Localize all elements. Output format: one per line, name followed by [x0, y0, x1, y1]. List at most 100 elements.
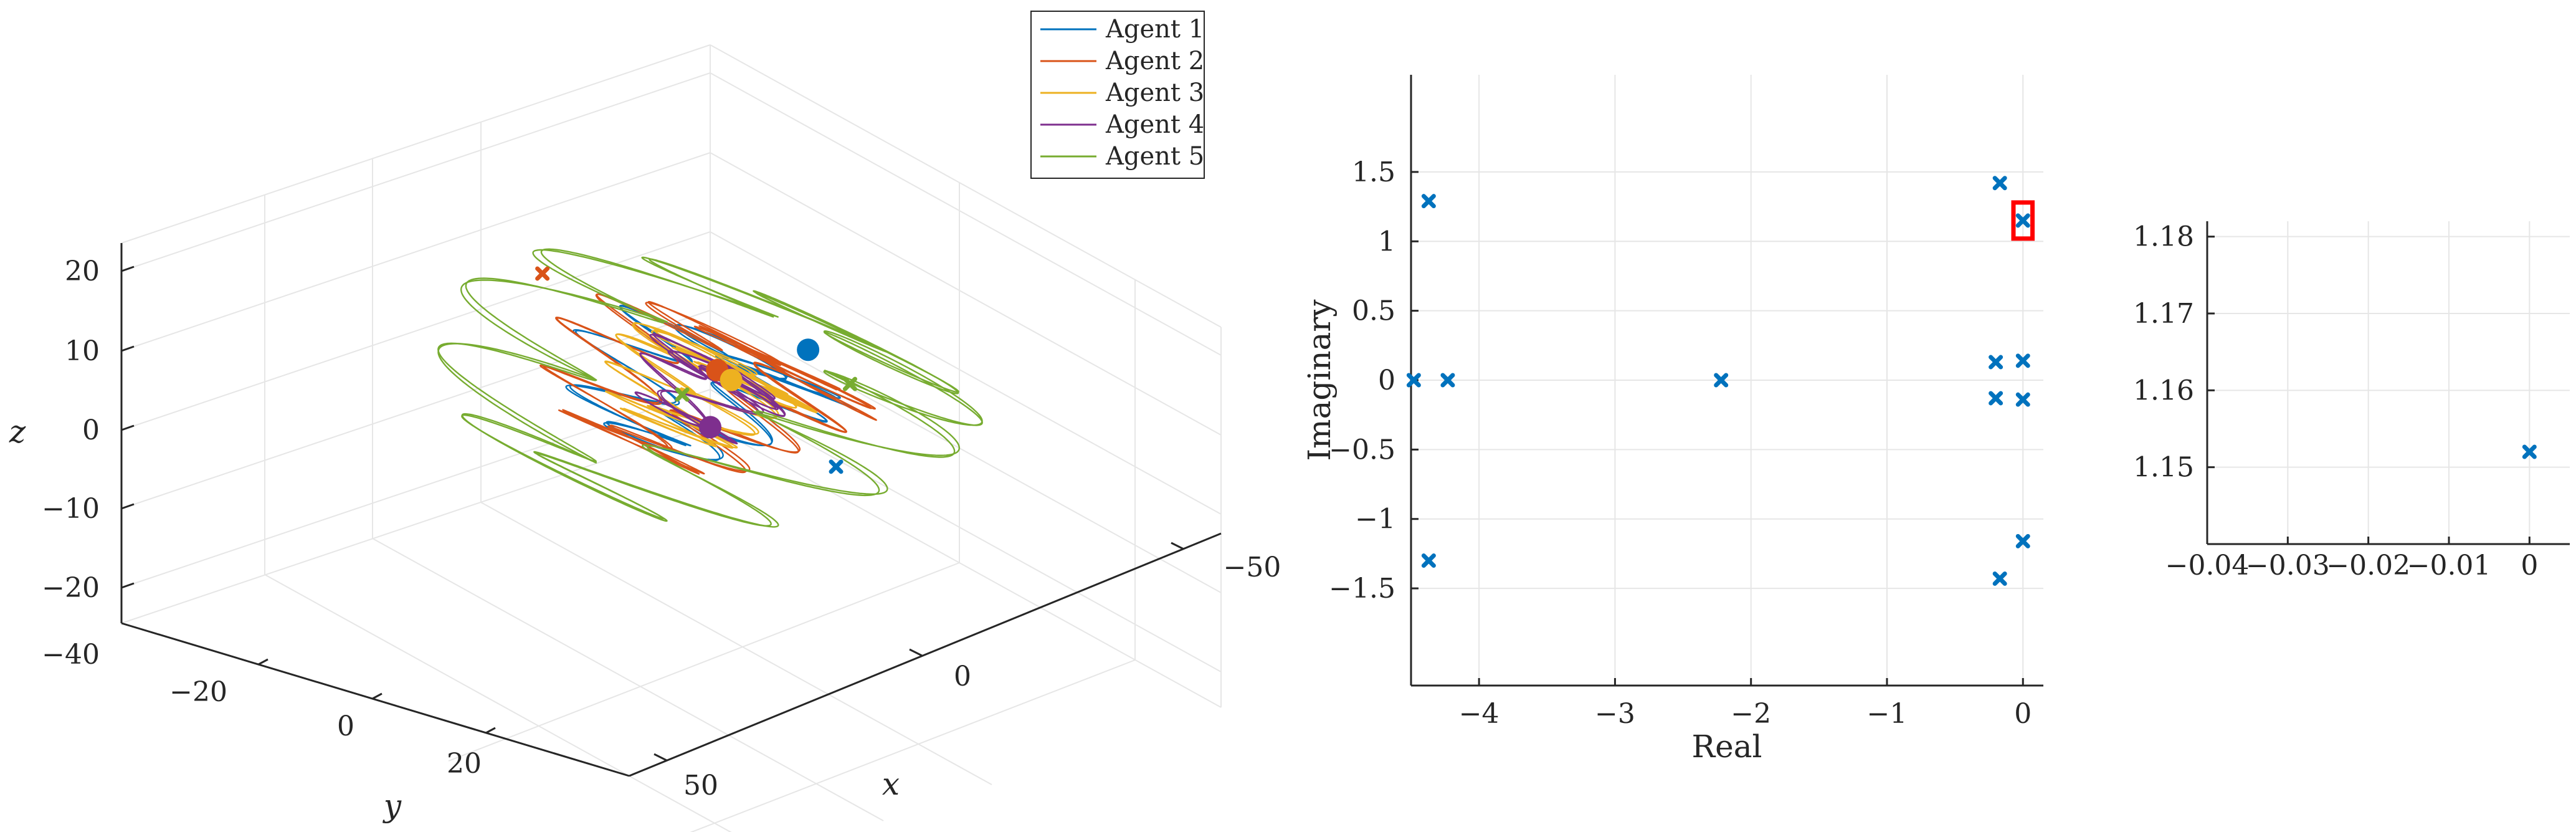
tick-mark — [121, 345, 135, 352]
pole-plot: −4 −3 −2 −1 0 1.5 1 0.5 0 −0.5 −1 −1.5 R… — [1301, 75, 2043, 765]
z-tick-label: −40 — [42, 639, 100, 671]
x-tick-label: −0.02 — [2326, 550, 2410, 581]
pole-marker — [2015, 533, 2030, 548]
zoom-plot: −0.04 −0.03 −0.02 −0.01 0 1.18 1.17 1.16… — [2133, 221, 2570, 581]
marker-agent-1 — [797, 338, 820, 361]
y-tick-label: −20 — [169, 676, 227, 708]
x-tick-label: −2 — [1731, 698, 1771, 730]
pole-marker — [2522, 444, 2537, 459]
z-tick-label: 20 — [65, 256, 100, 287]
trajectory-agent-2 — [539, 293, 877, 475]
grid-line — [710, 44, 1222, 328]
pole-marker — [2015, 353, 2030, 368]
y-tick-label: 20 — [447, 748, 482, 780]
tick-marks — [1411, 171, 2024, 686]
legend-label-agent-4: Agent 4 — [1105, 110, 1204, 139]
end-marker-agent-5 — [842, 376, 857, 391]
x-axis-label: Real — [1691, 729, 1762, 765]
grid-line — [121, 72, 711, 272]
y-tick-label: 1 — [1378, 226, 1395, 257]
pole-marker — [1406, 373, 1421, 388]
pole-marker — [1989, 355, 2003, 370]
tick-mark — [372, 692, 383, 700]
y-tick-label: 1.5 — [1352, 156, 1395, 188]
grid-lines — [2207, 221, 2570, 544]
y-tick-label: 0 — [337, 710, 354, 742]
y-tick-label: −1 — [1355, 504, 1395, 535]
y-tick-label: 1.18 — [2133, 221, 2194, 253]
pole-markers — [2522, 444, 2537, 459]
grid-3d — [121, 44, 1222, 832]
grid-line — [710, 72, 1222, 356]
x-tick-label: −50 — [1224, 552, 1281, 583]
x-tick-label: −4 — [1459, 698, 1499, 730]
x-tick-label: −1 — [1867, 698, 1908, 730]
tick-mark — [1171, 542, 1184, 550]
grid-line — [372, 538, 884, 821]
x-tick-label: 0 — [2521, 550, 2538, 581]
agent-markers — [535, 266, 857, 474]
y-tick-labels: 1.5 1 0.5 0 −0.5 −1 −1.5 — [1329, 156, 1395, 605]
end-marker-agent-2 — [535, 266, 550, 281]
zoom-highlight-box — [2011, 200, 2035, 241]
tick-mark — [654, 753, 667, 762]
y-tick-label: 0.5 — [1352, 295, 1395, 327]
x-tick-label: 0 — [954, 661, 971, 692]
grid-line — [448, 562, 960, 762]
marker-agent-4 — [699, 416, 721, 439]
pole-marker — [1992, 176, 2007, 191]
pole-marker — [2015, 213, 2030, 228]
tick-mark — [485, 727, 496, 734]
trajectory-agent-5 — [437, 249, 983, 528]
tick-mark — [121, 582, 135, 589]
legend-label-agent-3: Agent 3 — [1105, 79, 1204, 107]
y-tick-labels: −20 0 20 — [169, 676, 482, 780]
pole-marker — [1421, 194, 1436, 209]
x-axis-line — [629, 532, 1222, 777]
pole-marker — [1714, 373, 1729, 388]
y-tick-label: −1.5 — [1329, 573, 1395, 605]
legend-box — [1030, 11, 1205, 179]
legend-label-agent-1: Agent 1 — [1105, 15, 1204, 44]
x-tick-labels: −0.04 −0.03 −0.02 −0.01 0 — [2165, 550, 2539, 581]
end-marker-agent-1 — [829, 459, 844, 474]
grid-line — [264, 574, 732, 832]
y-tick-label: 1.15 — [2133, 452, 2194, 484]
pole-marker — [1440, 373, 1455, 388]
x-tick-label: −0.01 — [2407, 550, 2491, 581]
x-tick-label: 0 — [2014, 698, 2032, 730]
grid-line — [121, 310, 711, 509]
grid-line — [710, 424, 1222, 708]
end-marker-agent-5 — [675, 387, 690, 402]
axes-3d — [120, 243, 1222, 777]
grid-line — [710, 152, 1222, 436]
y-tick-label: 0 — [1378, 365, 1395, 396]
z-tick-label: −20 — [42, 572, 100, 604]
x-tick-label: 50 — [683, 770, 718, 801]
x-axis-label: x — [882, 766, 900, 802]
y-axis-label: Imaginary — [1301, 299, 1338, 461]
x-tick-label: −3 — [1595, 698, 1635, 730]
tick-mark — [258, 658, 269, 666]
pole-marker — [1989, 391, 2003, 406]
x-tick-label: −0.04 — [2165, 550, 2250, 581]
trajectories — [437, 248, 983, 528]
y-axis-label: y — [383, 788, 402, 824]
pole-marker — [1992, 571, 2007, 586]
x-tick-label: −0.03 — [2246, 550, 2330, 581]
tick-mark — [121, 265, 135, 272]
z-axis-label: z — [9, 414, 26, 450]
z-tick-label: −10 — [42, 493, 100, 525]
legend-label-agent-5: Agent 5 — [1105, 142, 1204, 171]
pole-marker — [1421, 553, 1436, 568]
trajectory-agent-3 — [604, 322, 818, 449]
grid-line — [690, 659, 1136, 832]
z-tick-labels: 20 10 0 −10 −20 −40 — [42, 256, 100, 671]
grid-line — [480, 502, 992, 785]
z-tick-label: 10 — [65, 335, 100, 367]
y-tick-labels: 1.18 1.17 1.16 1.15 — [2133, 221, 2194, 484]
y-tick-label: −0.5 — [1329, 434, 1395, 466]
tick-mark — [121, 503, 135, 510]
grid-line — [710, 310, 1222, 593]
